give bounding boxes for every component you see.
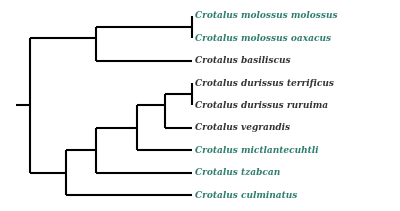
Text: Crotalus tzabcan: Crotalus tzabcan (195, 168, 280, 177)
Text: Crotalus vegrandis: Crotalus vegrandis (195, 123, 290, 133)
Text: Crotalus durissus terrificus: Crotalus durissus terrificus (195, 78, 334, 88)
Text: Crotalus durissus ruruima: Crotalus durissus ruruima (195, 101, 328, 110)
Text: Crotalus molossus oaxacus: Crotalus molossus oaxacus (195, 34, 331, 43)
Text: Crotalus basiliscus: Crotalus basiliscus (195, 56, 290, 65)
Text: Crotalus mictlantecuhtli: Crotalus mictlantecuhtli (195, 146, 318, 155)
Text: Crotalus culminatus: Crotalus culminatus (195, 191, 297, 200)
Text: Crotalus molossus molossus: Crotalus molossus molossus (195, 11, 338, 20)
